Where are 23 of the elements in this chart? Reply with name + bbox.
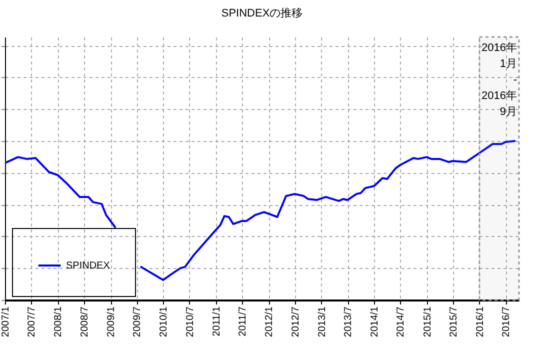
x-tick-label: 2012/7 <box>290 306 302 338</box>
x-tick-label: 2007/1 <box>0 306 12 338</box>
x-tick-label: 2015/7 <box>448 306 460 338</box>
x-tick-label: 2010/1 <box>158 306 170 338</box>
x-tick-label: 2011/1 <box>211 306 222 336</box>
x-tick-label: 2010/7 <box>184 306 196 338</box>
x-tick-label: 2009/1 <box>106 306 118 338</box>
x-tick-label: 2007/7 <box>26 306 38 338</box>
x-tick-label: 2013/7 <box>343 306 354 338</box>
band-label: 2016年 1月 - 2016年 9月 <box>482 42 518 118</box>
x-tick-label: 2014/7 <box>396 306 407 338</box>
x-tick-label: 2008/1 <box>53 306 64 338</box>
x-tick-label: 2015/1 <box>422 306 434 338</box>
x-tick-label: 2014/1 <box>370 306 381 338</box>
x-tick-label: 2011/7 <box>238 306 249 336</box>
x-tick-label: 2012/1 <box>264 306 276 338</box>
chart-title: SPINDEXの推移 <box>221 7 303 20</box>
x-tick-label: 2008/7 <box>79 306 90 338</box>
x-tick-label: 2016/7 <box>501 306 512 338</box>
legend-label: SPINDEX <box>66 260 110 272</box>
x-tick-label: 2013/1 <box>316 306 328 338</box>
x-tick-label: 2016/1 <box>474 306 486 338</box>
x-tick-label: 2009/7 <box>132 306 144 338</box>
